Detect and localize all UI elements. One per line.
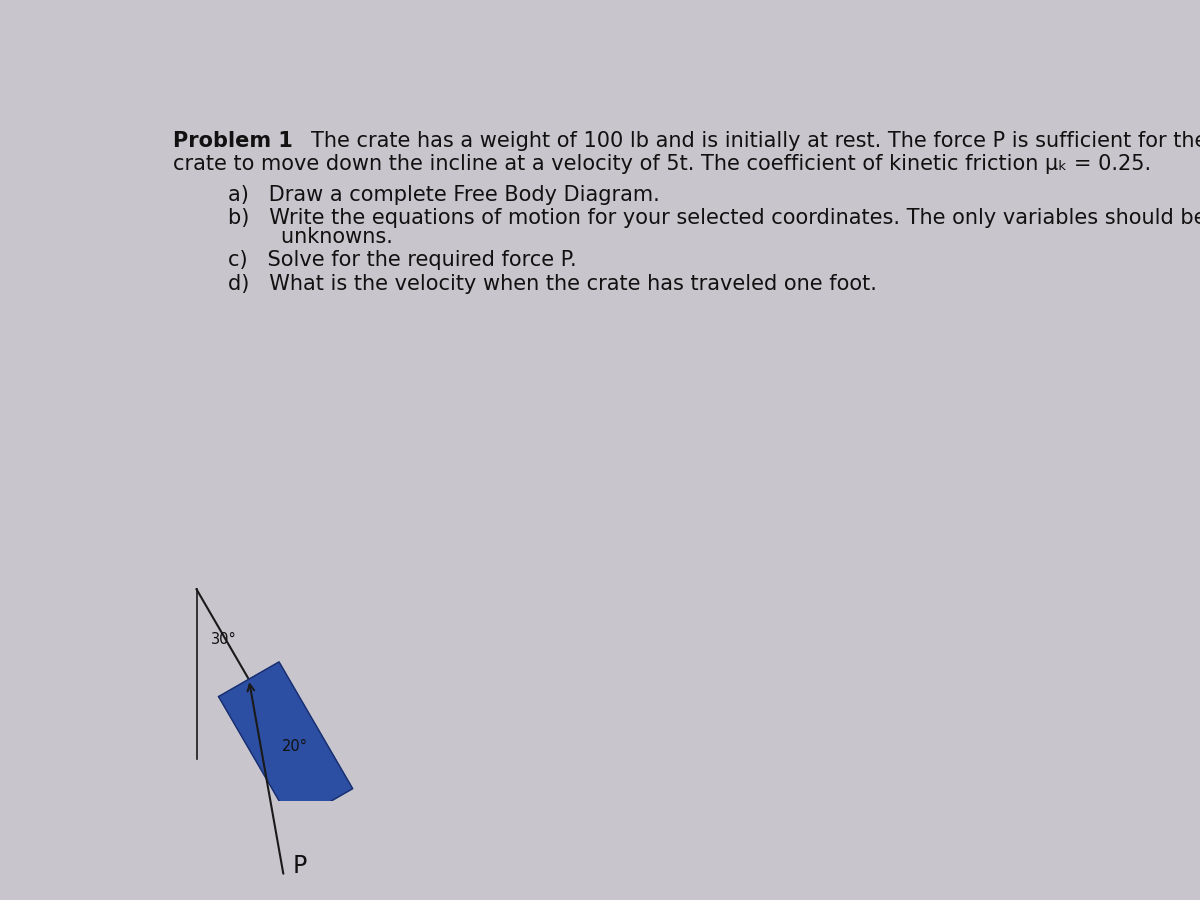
Text: 20°: 20° bbox=[282, 739, 308, 754]
Text: crate to move down the incline at a velocity of 5t. The coefficient of kinetic f: crate to move down the incline at a velo… bbox=[173, 154, 1151, 175]
Text: c)   Solve for the required force P.: c) Solve for the required force P. bbox=[228, 250, 576, 270]
Polygon shape bbox=[218, 662, 353, 824]
Text: d)   What is the velocity when the crate has traveled one foot.: d) What is the velocity when the crate h… bbox=[228, 274, 876, 293]
Text: a)   Draw a complete Free Body Diagram.: a) Draw a complete Free Body Diagram. bbox=[228, 185, 659, 205]
Text: unknowns.: unknowns. bbox=[228, 228, 392, 248]
Text: 30°: 30° bbox=[210, 632, 236, 647]
Text: b)   Write the equations of motion for your selected coordinates. The only varia: b) Write the equations of motion for you… bbox=[228, 208, 1200, 228]
Text: P: P bbox=[293, 853, 307, 878]
Text: The crate has a weight of 100 lb and is initially at rest. The force P is suffic: The crate has a weight of 100 lb and is … bbox=[258, 131, 1200, 151]
Text: Problem 1: Problem 1 bbox=[173, 131, 293, 151]
